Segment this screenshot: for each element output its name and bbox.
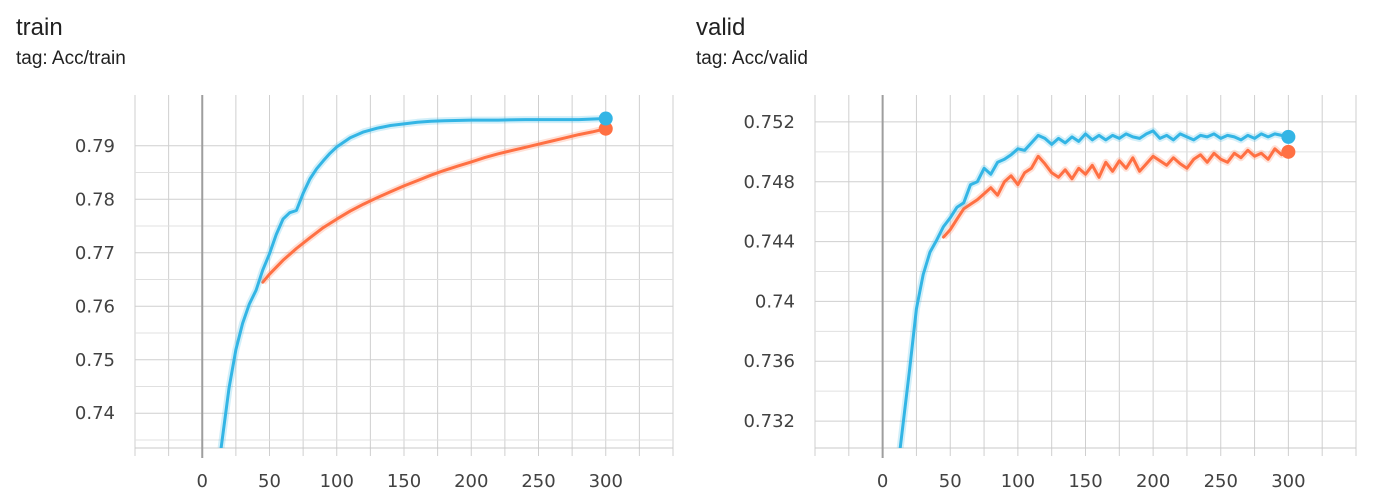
series-band (217, 115, 606, 448)
chart-title: valid (696, 14, 746, 41)
y-tick-label: 0.74 (755, 291, 795, 312)
x-tick-label: 0 (197, 471, 208, 492)
x-tick-label: 250 (521, 471, 555, 492)
y-tick-label: 0.744 (743, 232, 795, 253)
series-line (898, 129, 1290, 448)
x-tick-label: 200 (1136, 471, 1170, 492)
x-tick-label: 0 (877, 471, 888, 492)
valid-chart-plot: 0 50 100 150 200 250 300 0.732 0.736 0.74 0.744 0.7… (743, 95, 1357, 492)
series-end-marker (1281, 129, 1296, 144)
y-tick-label: 0.732 (743, 411, 795, 432)
y-tick-label: 0.748 (743, 172, 795, 193)
chart-subtitle: tag: Acc/train (16, 48, 126, 69)
x-tick-label: 50 (258, 471, 281, 492)
y-tick-label: 0.752 (743, 112, 795, 133)
x-tick-label: 100 (1001, 471, 1035, 492)
series-end-marker (598, 111, 613, 126)
x-tick-label: 250 (1204, 471, 1238, 492)
y-tick-label: 0.78 (75, 189, 115, 210)
y-tick-label: 0.736 (743, 351, 795, 372)
series-band (896, 127, 1290, 448)
train-chart-panel: train tag: Acc/train 0 50 100 150 200 250 300 0… (0, 0, 680, 500)
x-tick-label: 150 (1068, 471, 1102, 492)
series-line (219, 117, 608, 448)
y-tick-label: 0.74 (75, 403, 115, 424)
series-end-marker (1281, 144, 1296, 159)
x-tick-label: 300 (1271, 471, 1305, 492)
series-line (261, 127, 608, 284)
series-line (942, 147, 1290, 239)
chart-title: train (16, 14, 63, 41)
y-tick-label: 0.77 (75, 243, 115, 264)
valid-chart-panel: valid tag: Acc/valid 0 50 100 150 200 250 300 0… (680, 0, 1360, 500)
y-tick-label: 0.76 (75, 296, 115, 317)
x-tick-label: 150 (387, 471, 421, 492)
x-tick-label: 200 (454, 471, 488, 492)
chart-subtitle: tag: Acc/valid (696, 48, 808, 69)
series-band (260, 125, 607, 285)
x-tick-label: 100 (320, 471, 354, 492)
train-chart-plot: 0 50 100 150 200 250 300 0.74 0.75 0.76 0.77 0.78 0.… (75, 95, 674, 492)
y-tick-label: 0.79 (75, 136, 115, 157)
y-tick-label: 0.75 (75, 350, 115, 371)
series-end-marker (598, 121, 613, 136)
x-tick-label: 300 (589, 471, 623, 492)
x-tick-label: 50 (939, 471, 962, 492)
